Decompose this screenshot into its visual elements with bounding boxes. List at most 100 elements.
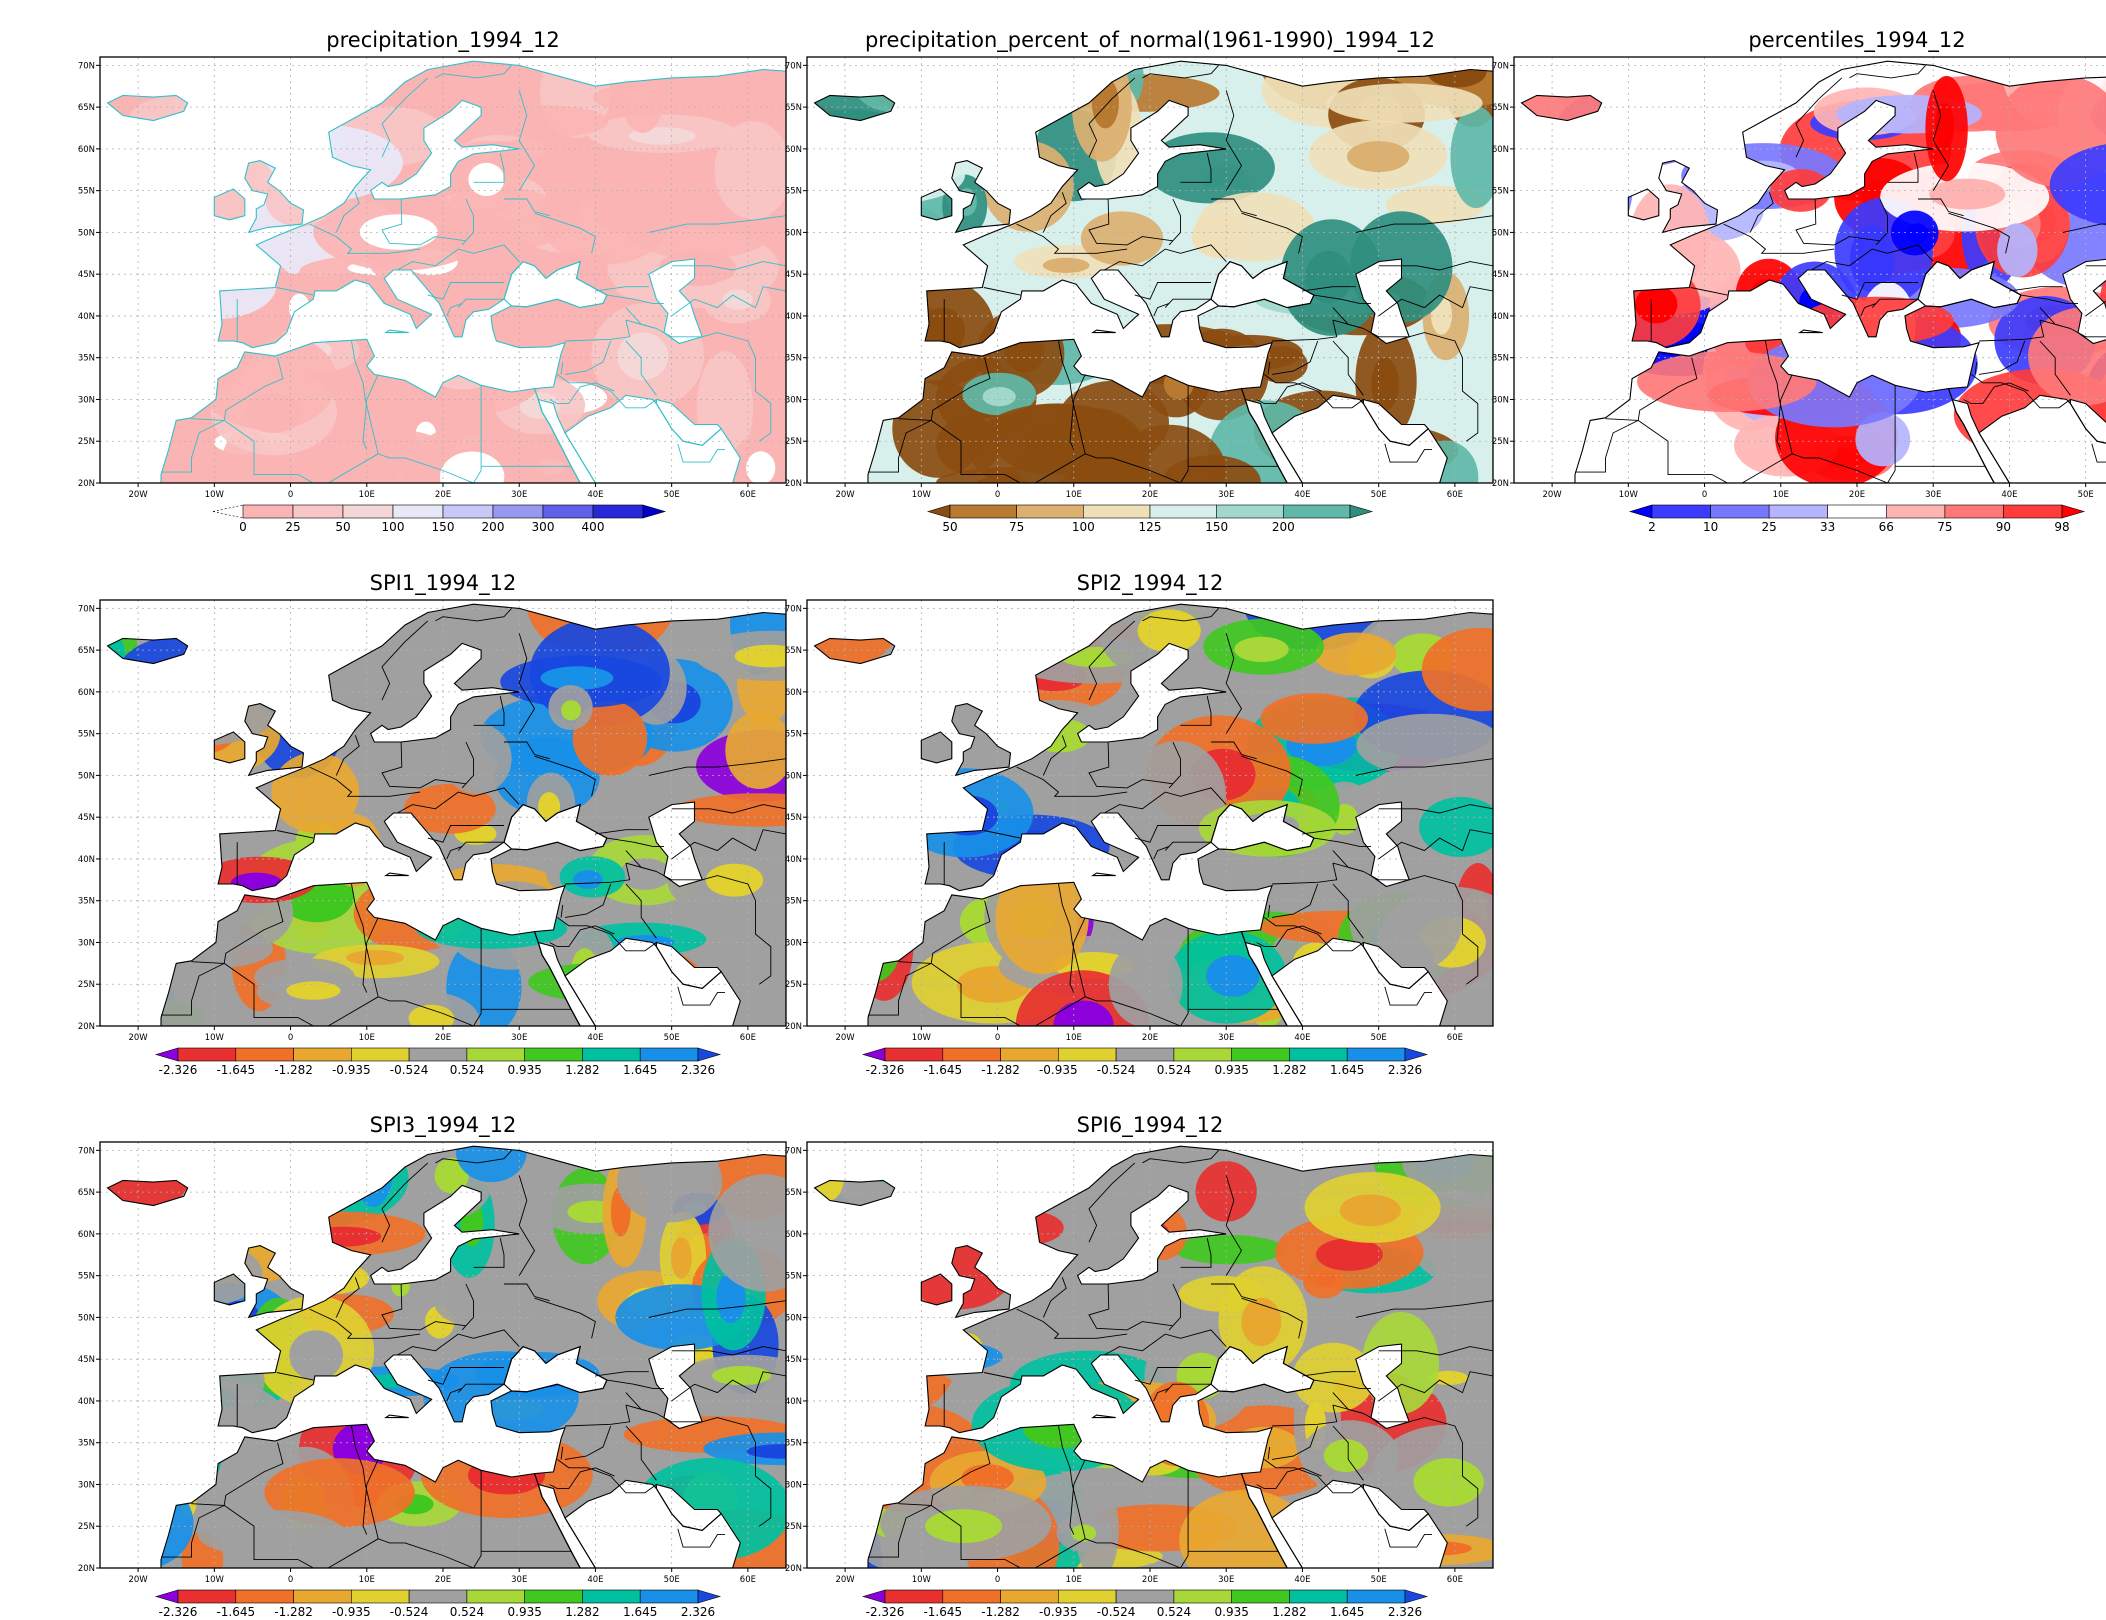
country-borders <box>161 65 786 483</box>
lat-tick-label: 65N <box>785 103 802 113</box>
lat-tick-label: 20N <box>785 1564 802 1574</box>
map-area <box>807 1142 1493 1568</box>
legend-label: 0.935 <box>508 1605 542 1619</box>
lat-tick-label: 60N <box>785 1230 802 1240</box>
legend-label: 2.326 <box>1388 1605 1422 1619</box>
legend-colorbar: 50 75 100 125 150 200 <box>926 504 1374 534</box>
lat-tick-label: 45N <box>78 270 95 280</box>
coastlines <box>106 1145 786 1568</box>
lon-tick-label: 0 <box>288 490 293 500</box>
lon-tick-label: 50E <box>664 1575 680 1585</box>
legend-swatch <box>235 1047 294 1062</box>
legend-swatch <box>1346 1047 1406 1062</box>
map-panel-percent: precipitation_percent_of_normal(1961-199… <box>785 28 1494 534</box>
gridlines <box>100 1142 786 1568</box>
lon-tick-label: 10E <box>359 490 375 500</box>
map-area <box>1514 57 2106 483</box>
legend-right-arrow <box>642 504 667 519</box>
lat-tick-label: 70N <box>78 61 95 71</box>
legend-label: 0.935 <box>1215 1605 1249 1619</box>
lon-tick-label: 30E <box>511 490 527 500</box>
legend-label: -2.326 <box>159 1605 198 1619</box>
lon-tick-label: 50E <box>664 1033 680 1043</box>
legend-left-dash <box>212 504 244 512</box>
lat-tick-label: 35N <box>785 354 802 364</box>
legend-label: -1.645 <box>216 1605 255 1619</box>
legend-swatch <box>408 1589 468 1604</box>
lon-tick-label: 10E <box>1773 490 1789 500</box>
panel-title: precipitation_1994_12 <box>326 28 559 53</box>
lat-tick-label: 70N <box>785 1146 802 1156</box>
lat-tick-label: 20N <box>78 479 95 489</box>
lat-tick-label: 40N <box>1492 312 1509 322</box>
lat-tick-label: 65N <box>78 103 95 113</box>
coastlines <box>813 1145 1493 1568</box>
gridlines <box>100 600 786 1026</box>
lat-tick-label: 50N <box>1492 228 1509 238</box>
country-borders <box>161 608 786 1026</box>
lon-tick-label: 60E <box>740 1033 756 1043</box>
lon-tick-label: 50E <box>1371 490 1387 500</box>
lat-tick-label: 30N <box>785 395 802 405</box>
legend-label: 25 <box>285 520 300 534</box>
lat-tick-label: 35N <box>78 354 95 364</box>
lat-tick-label: 25N <box>78 1522 95 1532</box>
lon-tick-label: 10E <box>359 1033 375 1043</box>
legend-swatch <box>242 504 294 519</box>
legend-label: -0.935 <box>1039 1605 1078 1619</box>
lon-tick-label: 30E <box>1218 1033 1234 1043</box>
lon-tick-label: 20W <box>835 1033 855 1043</box>
lat-tick-label: 65N <box>78 646 95 656</box>
legend-swatch <box>1289 1589 1348 1604</box>
lon-tick-label: 10E <box>1066 490 1082 500</box>
lon-tick-label: 20E <box>435 1575 451 1585</box>
legend-label: -1.645 <box>923 1063 962 1077</box>
lat-tick-label: 25N <box>785 437 802 447</box>
lat-tick-label: 30N <box>78 938 95 948</box>
legend-swatch <box>1827 504 1887 519</box>
legend-swatch <box>177 1047 237 1062</box>
lat-tick-label: 30N <box>78 1480 95 1490</box>
country-borders <box>868 1150 1493 1568</box>
coastlines <box>813 60 1493 483</box>
legend-label: -0.524 <box>390 1605 429 1619</box>
lat-tick-label: 40N <box>785 855 802 865</box>
country-borders <box>868 65 1493 483</box>
legend-label: -0.524 <box>1097 1605 1136 1619</box>
gridlines <box>807 1142 1493 1568</box>
map-area <box>807 600 1493 1026</box>
map-area <box>807 57 1493 483</box>
legend-swatch <box>1115 1047 1175 1062</box>
lon-tick-label: 30E <box>1218 490 1234 500</box>
legend-right-arrow <box>2061 504 2086 519</box>
legend-swatch <box>1289 1047 1348 1062</box>
lat-tick-label: 60N <box>78 688 95 698</box>
legend-swatch <box>408 1047 468 1062</box>
lat-tick-label: 55N <box>1492 187 1509 197</box>
legend-swatch <box>177 1589 237 1604</box>
map-area <box>100 57 786 483</box>
lat-tick-label: 35N <box>785 1439 802 1449</box>
lon-tick-label: 30E <box>1218 1575 1234 1585</box>
lon-tick-label: 10W <box>912 1033 932 1043</box>
legend-swatch <box>1016 504 1084 519</box>
panel-title: percentiles_1994_12 <box>1748 28 1965 53</box>
lat-tick-label: 50N <box>785 228 802 238</box>
lat-tick-label: 35N <box>785 897 802 907</box>
lat-tick-label: 45N <box>785 1355 802 1365</box>
lat-tick-label: 40N <box>78 312 95 322</box>
lon-tick-label: 30E <box>1925 490 1941 500</box>
legend-swatch <box>884 1589 944 1604</box>
legend-swatch <box>392 504 444 519</box>
legend-label: -2.326 <box>866 1605 905 1619</box>
lon-tick-label: 20W <box>128 490 148 500</box>
legend-label: 1.645 <box>1330 1605 1364 1619</box>
coastlines <box>106 60 786 483</box>
gridlines <box>807 57 1493 483</box>
legend-colorbar: 0 25 50 100 150 200 300 400 <box>212 504 667 534</box>
panel-title: SPI1_1994_12 <box>370 571 517 596</box>
lon-tick-label: 60E <box>1447 490 1463 500</box>
gridlines <box>100 57 786 483</box>
legend-swatch <box>466 1589 525 1604</box>
legend-swatch <box>1231 1047 1290 1062</box>
